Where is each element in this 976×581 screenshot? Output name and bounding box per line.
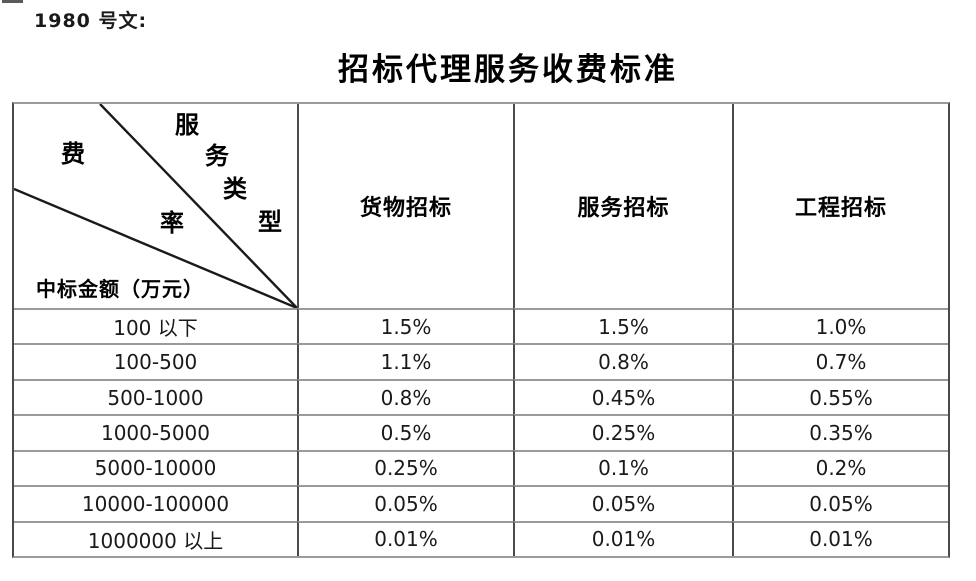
amount-range-cell: 1000-5000 [14, 414, 297, 449]
goods-rate-cell: 0.01% [297, 520, 513, 556]
corner-service-type-char: 务 [205, 141, 229, 170]
works-rate-cell: 0.7% [732, 343, 948, 379]
amount-range-cell: 10000-100000 [14, 485, 297, 520]
services-rate-cell: 0.1% [513, 449, 732, 486]
amount-range-cell: 500-1000 [14, 378, 297, 414]
works-rate-cell: 0.05% [732, 485, 948, 521]
services-rate-cell: 0.8% [513, 343, 732, 379]
works-rate-cell: 0.55% [732, 378, 948, 415]
diagonal-line-upper [99, 104, 297, 308]
services-rate-cell: 0.45% [513, 378, 732, 415]
amount-range-cell: 100 以下 [14, 308, 297, 343]
page-title: 招标代理服务收费标准 [338, 52, 678, 88]
goods-rate-cell: 1.5% [297, 308, 513, 344]
amount-range-cell: 1000000 以上 [14, 520, 297, 556]
goods-rate-cell: 0.8% [297, 378, 513, 415]
fee-rate-table: 服 务 类 型 费 率 中标金额（万元） 货物招标 服务招标 工程招标 100 … [12, 102, 950, 558]
services-rate-cell: 1.5% [513, 308, 732, 344]
corner-service-type-char: 型 [258, 207, 282, 236]
amount-axis-label: 中标金额（万元） [36, 277, 204, 301]
works-rate-cell: 0.2% [732, 449, 948, 486]
services-rate-cell: 0.01% [513, 520, 732, 556]
corner-fee-rate-char: 费 [61, 139, 85, 168]
services-rate-cell: 0.25% [513, 414, 732, 450]
diagonal-line-lower [14, 187, 297, 308]
diagonal-header-cell: 服 务 类 型 费 率 中标金额（万元） [14, 104, 297, 308]
doc-number: 1980 号文: [34, 10, 148, 32]
scan-artifact-mark [2, 0, 23, 3]
column-header-works: 工程招标 [732, 104, 948, 308]
corner-service-type-char: 服 [175, 110, 199, 139]
works-rate-cell: 0.35% [732, 414, 948, 450]
goods-rate-cell: 0.25% [297, 449, 513, 486]
amount-range-cell: 100-500 [14, 343, 297, 378]
corner-fee-rate-char: 率 [160, 208, 184, 237]
goods-rate-cell: 0.05% [297, 485, 513, 521]
column-header-goods: 货物招标 [297, 104, 513, 308]
amount-range-cell: 5000-10000 [14, 449, 297, 485]
goods-rate-cell: 0.5% [297, 414, 513, 450]
column-header-services: 服务招标 [513, 104, 732, 308]
services-rate-cell: 0.05% [513, 485, 732, 521]
works-rate-cell: 0.01% [732, 520, 948, 556]
diagonal-lines [14, 104, 297, 308]
works-rate-cell: 1.0% [732, 308, 948, 344]
goods-rate-cell: 1.1% [297, 343, 513, 379]
corner-service-type-char: 类 [223, 174, 247, 203]
